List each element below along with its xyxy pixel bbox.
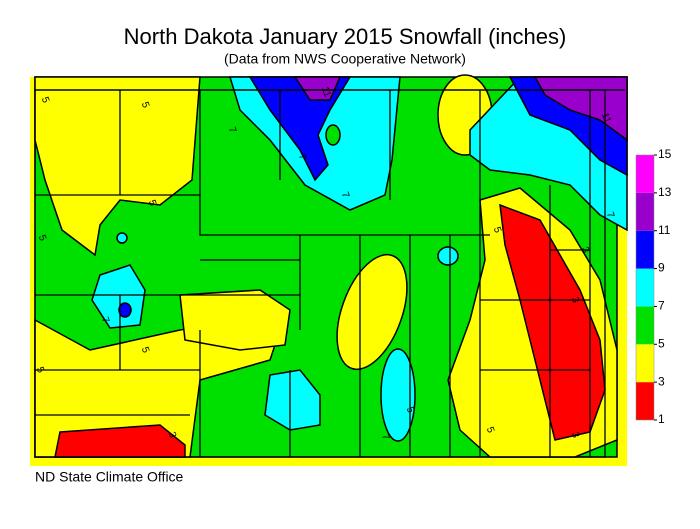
region-3-5 [336, 253, 408, 371]
contour-label: 7 [296, 153, 308, 162]
region-9-11 [118, 302, 132, 318]
legend-band [636, 230, 654, 269]
region-5-7 [325, 124, 341, 146]
legend-tick-label: 11 [658, 223, 671, 237]
legend-band [636, 344, 654, 383]
legend-tick-label: 7 [658, 299, 665, 313]
contour-label: 5 [39, 96, 51, 105]
contour-labels: 5 5 7 11 7 7 11 7 5 5 3 5 7 5 3 3 5 7 5 5 3 [34, 85, 616, 442]
map-title: North Dakota January 2015 Snowfall (inch… [124, 24, 567, 49]
region-11-13 [533, 76, 628, 142]
contour-label: 5 [139, 101, 151, 110]
contour-label: 7 [99, 316, 111, 325]
contour-label: 3 [166, 431, 178, 440]
region-7-9 [116, 232, 128, 244]
map-subtitle: (Data from NWS Cooperative Network) [224, 51, 466, 67]
contour-label: 7 [226, 126, 238, 135]
contour-label: 3 [569, 296, 581, 305]
contour-label: 5 [34, 366, 46, 375]
legend-tick-label: 15 [658, 147, 672, 161]
contour-label: 7 [604, 211, 616, 220]
contour-label: 5 [146, 199, 158, 208]
contour-label: 5 [36, 234, 48, 243]
region-1-3 [54, 424, 186, 458]
state-border [34, 89, 606, 458]
contour-label: 7 [339, 191, 351, 200]
legend-tick-label: 13 [658, 185, 672, 199]
snowfall-map [30, 74, 628, 466]
legend-tick-label: 5 [658, 336, 665, 350]
legend-band [636, 382, 654, 420]
legend-tick-label: 1 [658, 412, 665, 426]
contour-label: 7 [379, 433, 391, 442]
region-7-9 [380, 348, 416, 442]
contour-label: 3 [579, 246, 591, 255]
contour-label: 5 [491, 226, 503, 235]
legend-band [636, 306, 654, 345]
region-7-9 [437, 246, 459, 266]
contour-label: 5 [404, 406, 416, 415]
county-lines [34, 89, 625, 458]
contour-label: 5 [139, 346, 151, 355]
region-3-5 [179, 289, 291, 351]
legend-band [636, 268, 654, 307]
contour-label: 5 [484, 426, 496, 435]
region-11-13 [293, 76, 342, 101]
legend-tick-label: 3 [658, 374, 665, 388]
legend-tick-label: 9 [658, 261, 665, 275]
legend-band [636, 155, 654, 193]
contour-label: 11 [319, 85, 333, 99]
footer: ND State Climate Office [35, 469, 184, 485]
contour-label: 3 [569, 431, 581, 440]
legend-band [636, 192, 654, 231]
region-7-9 [91, 264, 146, 329]
legend-frame [635, 154, 655, 421]
region-7-9 [264, 369, 321, 431]
region-3-5 [34, 76, 201, 257]
contour-label: 11 [599, 111, 613, 125]
